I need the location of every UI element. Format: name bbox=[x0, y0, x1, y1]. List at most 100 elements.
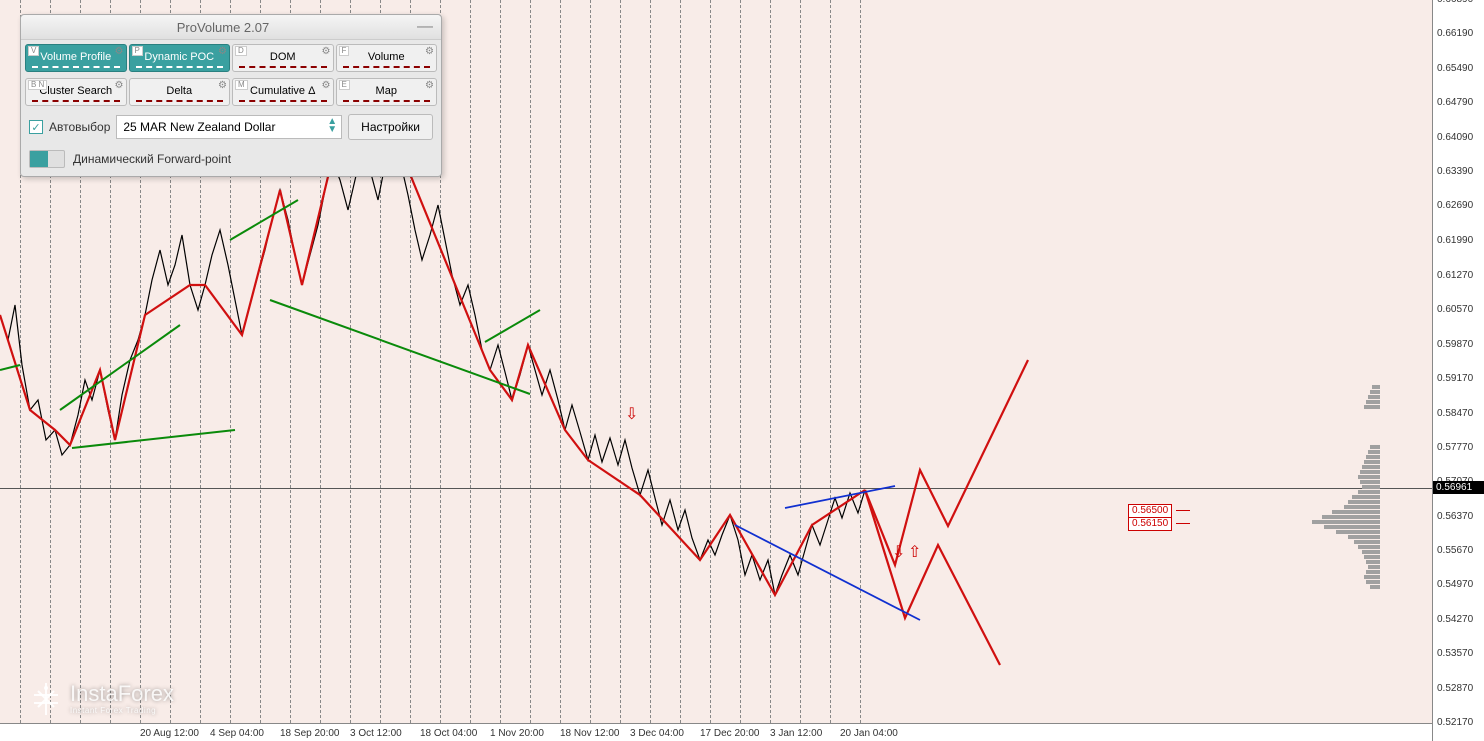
tab-dash-indicator bbox=[32, 100, 120, 103]
tab-label: Cumulative Δ bbox=[250, 85, 315, 97]
tab-dom[interactable]: D ⚙ DOM bbox=[232, 44, 334, 72]
volume-profile-bar bbox=[1364, 555, 1380, 559]
price-annotation-tick bbox=[1176, 510, 1190, 511]
price-annotation-tick bbox=[1176, 523, 1190, 524]
grid-vline bbox=[680, 0, 681, 723]
volume-profile-bar bbox=[1360, 470, 1380, 474]
volume-profile-bar bbox=[1370, 390, 1380, 394]
tab-label: Cluster Search bbox=[39, 85, 112, 97]
x-axis-label: 20 Jan 04:00 bbox=[840, 728, 898, 739]
contract-select[interactable]: 25 MAR New Zealand Dollar ▲▼ bbox=[116, 115, 342, 139]
y-axis-label: 0.66890 bbox=[1437, 0, 1473, 5]
x-axis-label: 4 Sep 04:00 bbox=[210, 728, 264, 739]
y-axis-label: 0.54270 bbox=[1437, 615, 1473, 625]
watermark-tagline: Instant Forex Trading bbox=[70, 707, 174, 715]
gear-icon[interactable]: ⚙ bbox=[218, 80, 227, 91]
volume-profile-bar bbox=[1370, 585, 1380, 589]
grid-vline bbox=[710, 0, 711, 723]
y-axis-label: 0.55670 bbox=[1437, 546, 1473, 556]
volume-profile-bar bbox=[1360, 480, 1380, 484]
volume-profile-bar bbox=[1364, 575, 1380, 579]
y-axis-label: 0.59870 bbox=[1437, 340, 1473, 350]
minimize-icon[interactable]: — bbox=[417, 19, 433, 35]
volume-profile-bar bbox=[1366, 580, 1380, 584]
provolume-panel[interactable]: ProVolume 2.07 — V⚙Volume ProfileP⚙Dynam… bbox=[20, 14, 442, 177]
arrow-marker: ⇧ bbox=[908, 542, 921, 562]
y-axis-label: 0.53570 bbox=[1437, 649, 1473, 659]
gear-icon[interactable]: ⚙ bbox=[425, 80, 434, 91]
gear-icon[interactable]: ⚙ bbox=[218, 46, 227, 57]
volume-profile-bar bbox=[1362, 465, 1380, 469]
x-axis-label: 3 Oct 12:00 bbox=[350, 728, 402, 739]
volume-profile-bar bbox=[1352, 495, 1380, 499]
volume-profile-bar bbox=[1366, 570, 1380, 574]
price-annotation: 0.56500 bbox=[1128, 504, 1172, 518]
x-axis-label: 3 Dec 04:00 bbox=[630, 728, 684, 739]
volume-profile-bar bbox=[1336, 530, 1380, 534]
volume-profile-bar bbox=[1354, 540, 1380, 544]
grid-vline bbox=[860, 0, 861, 723]
tab-delta[interactable]: ⚙Delta bbox=[129, 78, 231, 106]
volume-profile-bar bbox=[1372, 385, 1380, 389]
volume-profile-bar bbox=[1370, 445, 1380, 449]
tab-hotkey: F bbox=[339, 46, 350, 56]
tab-dash-indicator bbox=[239, 66, 327, 69]
volume-profile-bar bbox=[1332, 510, 1380, 514]
gear-icon[interactable]: ⚙ bbox=[322, 80, 331, 91]
y-axis-label: 0.60570 bbox=[1437, 305, 1473, 315]
grid-vline bbox=[620, 0, 621, 723]
tab-hotkey: E bbox=[339, 80, 350, 90]
tab-hotkey: D bbox=[235, 46, 247, 56]
volume-profile-bar bbox=[1364, 460, 1380, 464]
watermark: InstaForex Instant Forex Trading bbox=[28, 681, 174, 717]
forward-point-label: Динамический Forward-point bbox=[73, 152, 231, 166]
gear-icon[interactable]: ⚙ bbox=[425, 46, 434, 57]
arrow-marker: ⇩ bbox=[892, 542, 905, 562]
y-axis-label: 0.64790 bbox=[1437, 98, 1473, 108]
tab-map[interactable]: E⚙Map bbox=[336, 78, 438, 106]
tab-dynamic-poc[interactable]: P⚙Dynamic POC bbox=[129, 44, 231, 72]
y-axis: 0.668900.661900.654900.647900.640900.633… bbox=[1432, 0, 1484, 741]
tab-volume-profile[interactable]: V⚙Volume Profile bbox=[25, 44, 127, 72]
tab-label: DOM bbox=[270, 51, 296, 63]
y-axis-label: 0.61270 bbox=[1437, 271, 1473, 281]
gear-icon[interactable]: ⚙ bbox=[322, 46, 331, 57]
select-value: 25 MAR New Zealand Dollar bbox=[123, 120, 275, 134]
x-axis-label: 17 Dec 20:00 bbox=[700, 728, 760, 739]
volume-profile-bar bbox=[1368, 450, 1380, 454]
gear-icon[interactable]: ⚙ bbox=[115, 80, 124, 91]
y-axis-label: 0.66190 bbox=[1437, 29, 1473, 39]
volume-profile-bar bbox=[1312, 520, 1380, 524]
auto-checkbox[interactable]: ✓ bbox=[29, 120, 43, 134]
volume-profile-bar bbox=[1366, 455, 1380, 459]
y-axis-label: 0.56370 bbox=[1437, 512, 1473, 522]
forward-point-toggle[interactable] bbox=[29, 150, 65, 168]
y-axis-label: 0.54970 bbox=[1437, 580, 1473, 590]
tab-cumulative-[interactable]: M ⚙ Cumulative Δ bbox=[232, 78, 334, 106]
tab-dash-indicator bbox=[343, 100, 431, 103]
y-current-price: 0.56961 bbox=[1433, 481, 1484, 494]
tab-dash-indicator bbox=[343, 66, 431, 69]
settings-button[interactable]: Настройки bbox=[348, 114, 433, 140]
grid-vline bbox=[830, 0, 831, 723]
tab-hotkey: M bbox=[235, 80, 248, 90]
y-axis-label: 0.65490 bbox=[1437, 64, 1473, 74]
tab-cluster-search[interactable]: B N⚙Cluster Search bbox=[25, 78, 127, 106]
tab-dash-indicator bbox=[136, 66, 224, 69]
x-axis-label: 3 Jan 12:00 bbox=[770, 728, 822, 739]
tab-volume[interactable]: F⚙Volume bbox=[336, 44, 438, 72]
grid-vline bbox=[590, 0, 591, 723]
x-axis-label: 18 Oct 04:00 bbox=[420, 728, 477, 739]
volume-profile-bar bbox=[1364, 405, 1380, 409]
volume-profile bbox=[1310, 0, 1380, 723]
panel-titlebar[interactable]: ProVolume 2.07 — bbox=[21, 15, 441, 40]
grid-vline bbox=[770, 0, 771, 723]
volume-profile-bar bbox=[1368, 395, 1380, 399]
grid-vline bbox=[800, 0, 801, 723]
gear-icon[interactable]: ⚙ bbox=[115, 46, 124, 57]
tab-dash-indicator bbox=[32, 66, 120, 69]
tab-label: Dynamic POC bbox=[144, 51, 214, 63]
y-axis-label: 0.58470 bbox=[1437, 409, 1473, 419]
tab-dash-indicator bbox=[136, 100, 224, 103]
panel-title: ProVolume 2.07 bbox=[29, 20, 417, 35]
